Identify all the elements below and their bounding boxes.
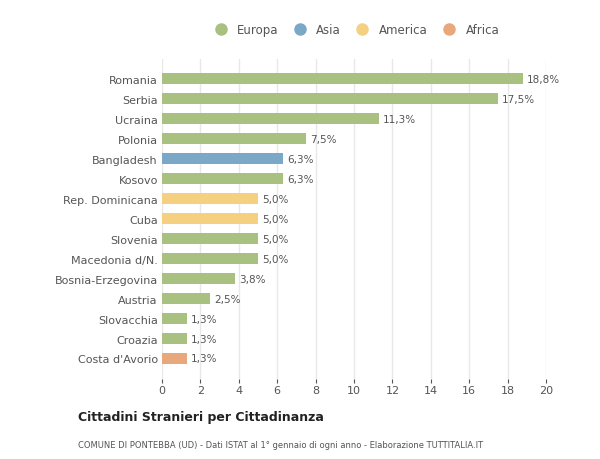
Text: COMUNE DI PONTEBBA (UD) - Dati ISTAT al 1° gennaio di ogni anno - Elaborazione T: COMUNE DI PONTEBBA (UD) - Dati ISTAT al … (78, 441, 483, 449)
Text: 2,5%: 2,5% (214, 294, 241, 304)
Bar (162, 94, 498, 105)
Text: 5,0%: 5,0% (262, 254, 288, 264)
Bar (162, 293, 210, 304)
Text: 5,0%: 5,0% (262, 214, 288, 224)
Text: 3,8%: 3,8% (239, 274, 265, 284)
Bar (162, 274, 235, 285)
Bar (162, 194, 258, 205)
Bar (162, 214, 258, 224)
Legend: Europa, Asia, America, Africa: Europa, Asia, America, Africa (205, 21, 503, 41)
Text: 1,3%: 1,3% (191, 314, 217, 324)
Text: Cittadini Stranieri per Cittadinanza: Cittadini Stranieri per Cittadinanza (78, 410, 324, 423)
Bar (162, 114, 379, 125)
Bar (162, 313, 187, 325)
Text: 7,5%: 7,5% (310, 134, 337, 145)
Text: 1,3%: 1,3% (191, 334, 217, 344)
Bar (162, 174, 283, 185)
Text: 6,3%: 6,3% (287, 154, 313, 164)
Bar (162, 154, 283, 165)
Bar (162, 353, 187, 364)
Text: 11,3%: 11,3% (383, 115, 416, 124)
Text: 5,0%: 5,0% (262, 194, 288, 204)
Text: 17,5%: 17,5% (502, 95, 535, 105)
Bar (162, 74, 523, 85)
Text: 6,3%: 6,3% (287, 174, 313, 185)
Text: 18,8%: 18,8% (527, 75, 560, 84)
Bar (162, 134, 306, 145)
Text: 5,0%: 5,0% (262, 234, 288, 244)
Bar (162, 234, 258, 245)
Bar (162, 253, 258, 264)
Bar (162, 333, 187, 344)
Text: 1,3%: 1,3% (191, 354, 217, 364)
